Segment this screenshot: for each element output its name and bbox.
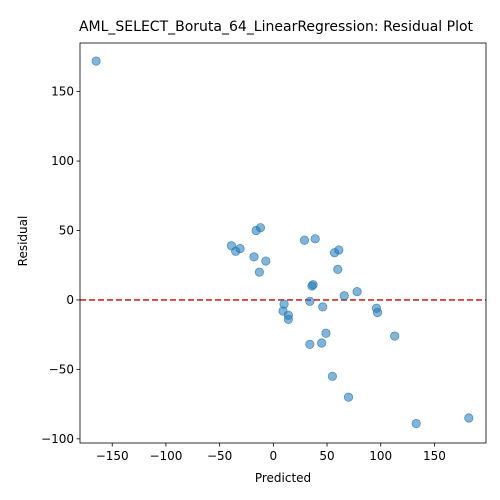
data-point (318, 302, 328, 312)
data-point (343, 392, 354, 402)
y-tick-label: 100 (51, 154, 74, 168)
data-point (249, 252, 259, 262)
x-tick-label: −50 (207, 449, 232, 463)
data-point (235, 243, 245, 254)
data-point (283, 314, 293, 324)
x-tick-label: −100 (149, 449, 182, 463)
data-point (339, 291, 349, 301)
plot-area: −150 −100 −50 0 50 100 150 −100 −50 0 50 100 150 (41, 42, 487, 463)
y-tick-label: 150 (51, 85, 74, 99)
data-point (305, 296, 315, 306)
data-point (91, 56, 101, 66)
data-point (390, 331, 400, 341)
x-tick-label: 100 (369, 449, 392, 463)
x-tick-label: 50 (319, 449, 334, 463)
data-point (261, 256, 271, 266)
data-point (334, 245, 344, 255)
y-axis-label: Residual (16, 216, 30, 267)
x-axis-label: Predicted (255, 471, 311, 485)
data-point (317, 338, 327, 348)
x-tick-label: 150 (423, 449, 446, 463)
y-tick-label: −100 (41, 432, 74, 446)
data-point (372, 307, 383, 318)
y-tick-label: 0 (66, 293, 74, 307)
data-point (411, 418, 421, 429)
data-point (308, 280, 318, 290)
data-point (255, 223, 266, 233)
data-point (305, 339, 315, 349)
data-point (321, 328, 331, 338)
chart-title: AML_SELECT_Boruta_64_LinearRegression: R… (79, 19, 474, 35)
data-point (464, 413, 474, 423)
data-point (352, 287, 362, 297)
data-point (310, 234, 320, 244)
data-point (279, 299, 289, 309)
x-tick-label: 0 (270, 449, 278, 463)
data-point (333, 264, 343, 274)
data-point (327, 371, 338, 381)
data-point (299, 235, 310, 245)
x-tick-label: −150 (96, 449, 129, 463)
y-tick-label: −50 (49, 362, 74, 376)
y-tick-label: 50 (59, 224, 74, 238)
plot-frame (79, 42, 487, 444)
data-point (254, 267, 264, 277)
